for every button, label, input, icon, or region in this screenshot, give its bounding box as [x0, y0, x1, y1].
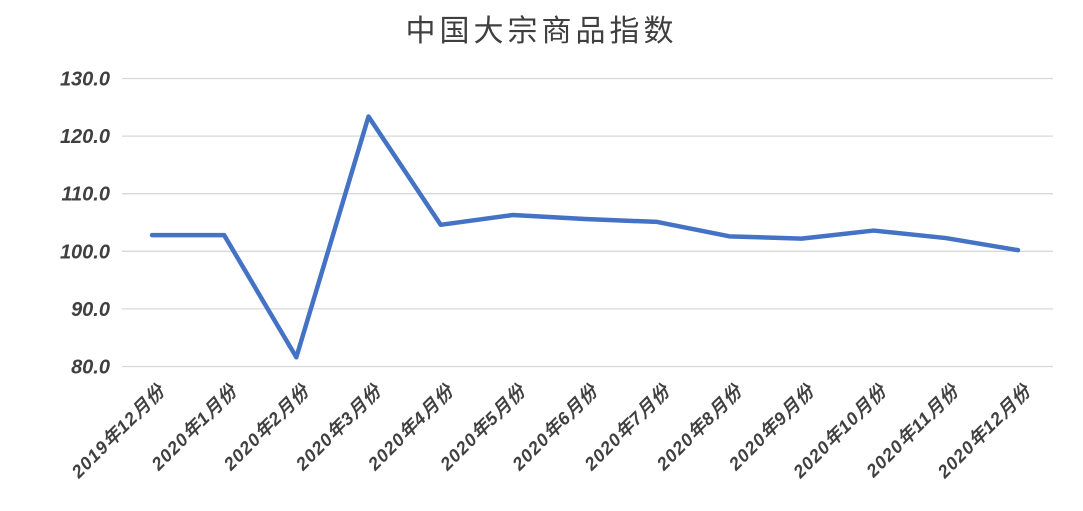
index-series-line [149, 114, 1021, 360]
y-tick-label: 80.0 [71, 357, 110, 379]
y-tick-label: 120.0 [60, 126, 110, 148]
y-tick-label: 110.0 [61, 184, 110, 206]
y-tick-label: 90.0 [71, 299, 110, 321]
y-tick-label: 130.0 [60, 69, 110, 91]
chart-title: 中国大宗商品指数 [405, 15, 678, 48]
y-tick-label: 100.0 [60, 241, 110, 263]
